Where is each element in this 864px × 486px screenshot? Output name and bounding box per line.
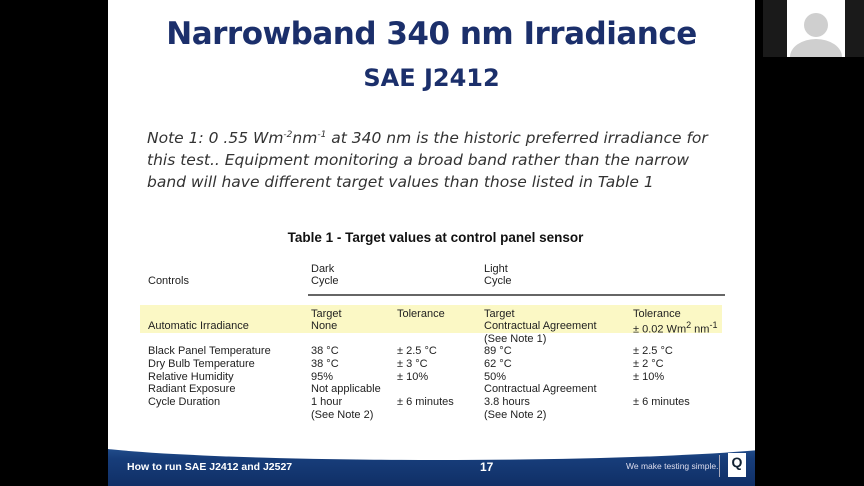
sub-tol-dark: Tolerance xyxy=(397,308,445,320)
cell: None xyxy=(311,320,338,332)
header-dark: Dark xyxy=(311,263,335,275)
cell: ± 2.5 °C xyxy=(633,345,673,357)
table-caption: Table 1 - Target values at control panel… xyxy=(287,230,584,245)
video-tile xyxy=(763,0,864,57)
cell: ± 2.5 °C xyxy=(397,345,437,357)
header-rule xyxy=(308,294,725,296)
page-number: 17 xyxy=(480,460,494,474)
cell: Contractual Agreement xyxy=(484,383,597,396)
slide: Narrowband 340 nm Irradiance SAE J2412 N… xyxy=(108,0,755,486)
sub-target-dark: Target xyxy=(311,308,342,320)
participant-avatar[interactable] xyxy=(787,0,845,57)
footer-divider xyxy=(719,455,720,477)
cell: ± 0.02 Wm2 nm-1 xyxy=(633,320,718,336)
header-light-cycle: Cycle xyxy=(484,275,512,287)
cell: (See Note 1) xyxy=(484,333,547,345)
avatar-head-icon xyxy=(804,13,828,37)
cell: 1 hour xyxy=(311,396,343,409)
cell: 38 °C xyxy=(311,357,339,370)
footer-title: How to run SAE J2412 and J2527 xyxy=(127,461,293,473)
cell: 89 °C xyxy=(484,345,512,357)
row-label: Black Panel Temperature xyxy=(148,345,271,357)
row-label: Radiant Exposure xyxy=(148,383,236,396)
sub-target-light: Target xyxy=(484,308,515,320)
row-label: Dry Bulb Temperature xyxy=(148,357,255,370)
cell: ± 10% xyxy=(633,370,665,383)
cell: (See Note 2) xyxy=(311,409,374,421)
cell: 3.8 hours xyxy=(484,396,530,409)
slide-subtitle: SAE J2412 xyxy=(363,64,500,92)
cell: 95% xyxy=(311,370,334,383)
cell: Contractual Agreement xyxy=(484,320,597,332)
row-label: Relative Humidity xyxy=(148,370,234,383)
header-controls: Controls xyxy=(148,275,189,287)
highlight-band xyxy=(140,305,722,333)
cell: ± 2 °C xyxy=(633,357,664,370)
header-dark-cycle: Cycle xyxy=(311,275,339,287)
cell: 50% xyxy=(484,370,507,383)
cell: ± 3 °C xyxy=(397,357,428,370)
cell: 62 °C xyxy=(484,357,512,370)
cell: ± 6 minutes xyxy=(397,396,454,409)
note-text: Note 1: 0 .55 Wm-2nm-1 at 340 nm is the … xyxy=(147,129,708,192)
qlab-logo: Q xyxy=(728,453,746,477)
cell: ± 10% xyxy=(397,370,429,383)
cell: Not applicable xyxy=(311,383,381,396)
row-label: Automatic Irradiance xyxy=(148,320,249,332)
footer-tagline: We make testing simple. xyxy=(626,461,719,471)
row-label: Cycle Duration xyxy=(148,396,221,409)
footer-curve xyxy=(108,420,755,460)
cell: 38 °C xyxy=(311,345,339,357)
avatar-body-icon xyxy=(790,39,842,57)
slide-title: Narrowband 340 nm Irradiance xyxy=(166,16,697,52)
header-light: Light xyxy=(484,263,508,275)
cell: (See Note 2) xyxy=(484,409,547,421)
cell: ± 6 minutes xyxy=(633,396,690,409)
sub-tol-light: Tolerance xyxy=(633,308,681,320)
